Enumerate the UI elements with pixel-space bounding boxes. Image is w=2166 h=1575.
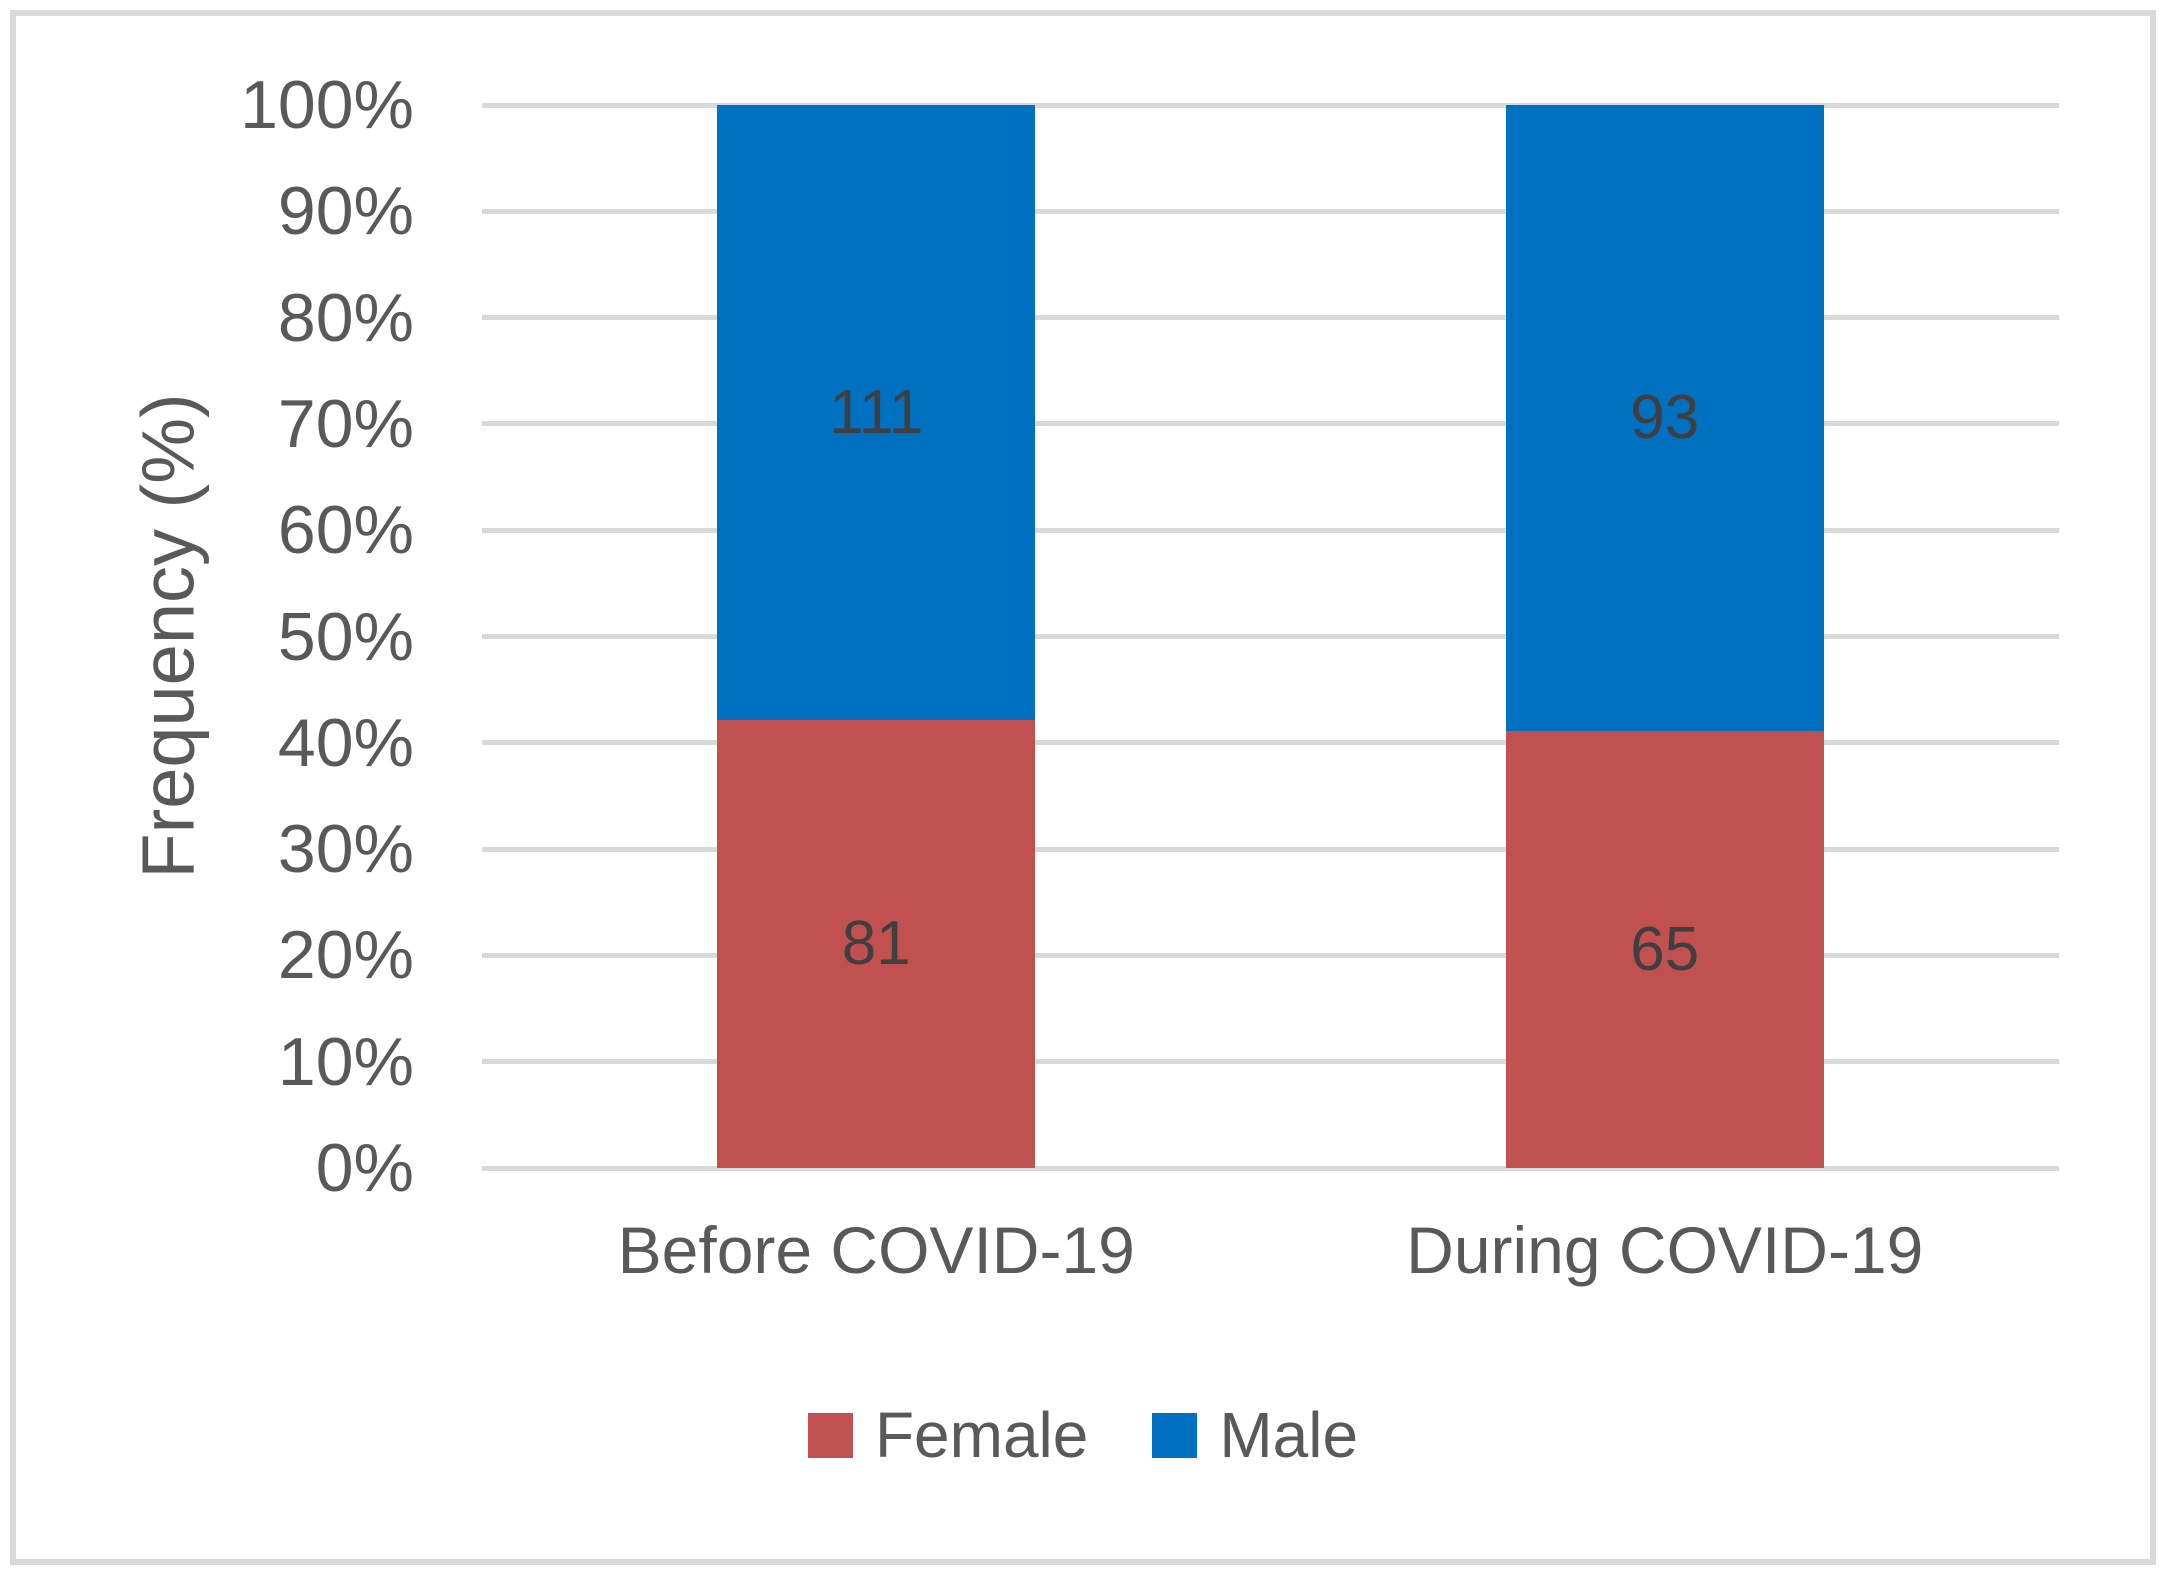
gridline-20%	[482, 952, 2059, 958]
y-tick-label-70%: 70%	[277, 385, 414, 462]
legend: Female Male	[0, 1398, 2166, 1472]
legend-item-male: Male	[1152, 1398, 1358, 1472]
legend-label-female: Female	[874, 1399, 1089, 1471]
gridline-70%	[482, 421, 2059, 427]
gridline-80%	[482, 315, 2059, 321]
legend-item-female: Female	[807, 1398, 1089, 1472]
x-axis-category-labels: Before COVID-19 During COVID-19	[482, 1212, 2059, 1288]
legend-swatch-female	[807, 1412, 853, 1458]
y-tick-label-50%: 50%	[277, 598, 414, 675]
y-tick-label-90%: 90%	[277, 173, 414, 250]
data-label-male: 111	[829, 377, 924, 447]
gridline-60%	[482, 527, 2059, 533]
legend-label-male: Male	[1219, 1399, 1359, 1471]
gridline-100%	[482, 102, 2059, 108]
x-category-label-before-covid-19: Before COVID-19	[617, 1213, 1135, 1287]
legend-swatch-male	[1152, 1412, 1198, 1458]
plot-area: 81 111 65 93	[482, 102, 2059, 1171]
x-category-label-during-covid-19: During COVID-19	[1406, 1213, 1924, 1287]
gridline-10%	[482, 1059, 2059, 1065]
segment-female: 65	[1505, 730, 1824, 1168]
gridline-0%	[482, 1165, 2059, 1171]
y-axis-tick-labels: 0% 10% 20% 30% 40% 50% 60% 70% 80% 90% 100%	[0, 67, 414, 1206]
y-tick-label-40%: 40%	[277, 704, 414, 781]
y-tick-label-80%: 80%	[277, 279, 414, 356]
y-tick-label-0%: 0%	[315, 1130, 414, 1206]
bar-during-covid-19: 65 93	[1505, 105, 1824, 1168]
y-tick-label-30%: 30%	[277, 811, 414, 888]
gridline-90%	[482, 208, 2059, 214]
y-tick-label-100%: 100%	[240, 67, 414, 143]
data-label-female: 65	[1630, 914, 1700, 984]
y-tick-label-10%: 10%	[277, 1023, 414, 1100]
data-label-male: 93	[1630, 383, 1700, 453]
gridline-40%	[482, 740, 2059, 746]
segment-male: 111	[717, 105, 1036, 720]
segment-female: 81	[717, 719, 1036, 1168]
bar-before-covid-19: 81 111	[717, 105, 1036, 1168]
y-tick-label-60%: 60%	[277, 492, 414, 569]
data-label-female: 81	[841, 909, 911, 979]
segment-male: 93	[1505, 105, 1824, 731]
gridline-30%	[482, 846, 2059, 852]
gridline-50%	[482, 634, 2059, 639]
y-tick-label-20%: 20%	[277, 917, 414, 994]
